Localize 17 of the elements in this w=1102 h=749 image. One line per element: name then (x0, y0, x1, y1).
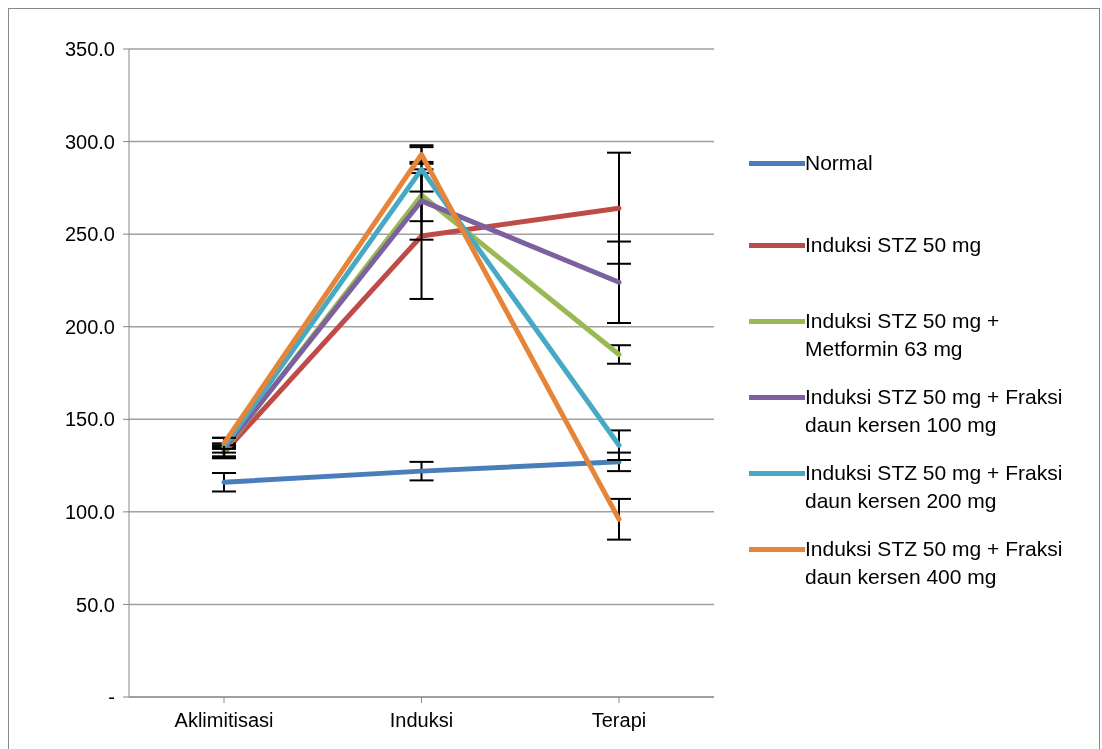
x-tick-label: Aklimitisasi (174, 709, 274, 732)
y-tick-label: 100.0 (64, 500, 115, 523)
y-tick-label: 350.0 (64, 38, 115, 61)
y-tick-label: 300.0 (64, 130, 115, 153)
legend-label: Induksi STZ 50 mg + Fraksi daun kersen 200 mg (805, 460, 1064, 514)
y-tick-label: 200.0 (64, 315, 115, 338)
y-tick-label: - (108, 686, 115, 709)
legend-label: Induksi STZ 50 mg + Metformin 63 mg (805, 308, 1001, 362)
x-tick-label: Induksi (389, 709, 454, 732)
y-tick-label: 150.0 (64, 408, 115, 431)
legend-label: Normal (805, 150, 873, 176)
legend-label: Induksi STZ 50 mg + Fraksi daun kersen 400 mg (805, 536, 1064, 590)
x-tick-label: Terapi (591, 709, 647, 732)
legend-label: Induksi STZ 50 mg (805, 232, 982, 258)
y-tick-label: 250.0 (64, 223, 115, 246)
y-tick-label: 50.0 (76, 593, 115, 616)
legend-label: Induksi STZ 50 mg + Fraksi daun kersen 100 mg (805, 384, 1064, 438)
